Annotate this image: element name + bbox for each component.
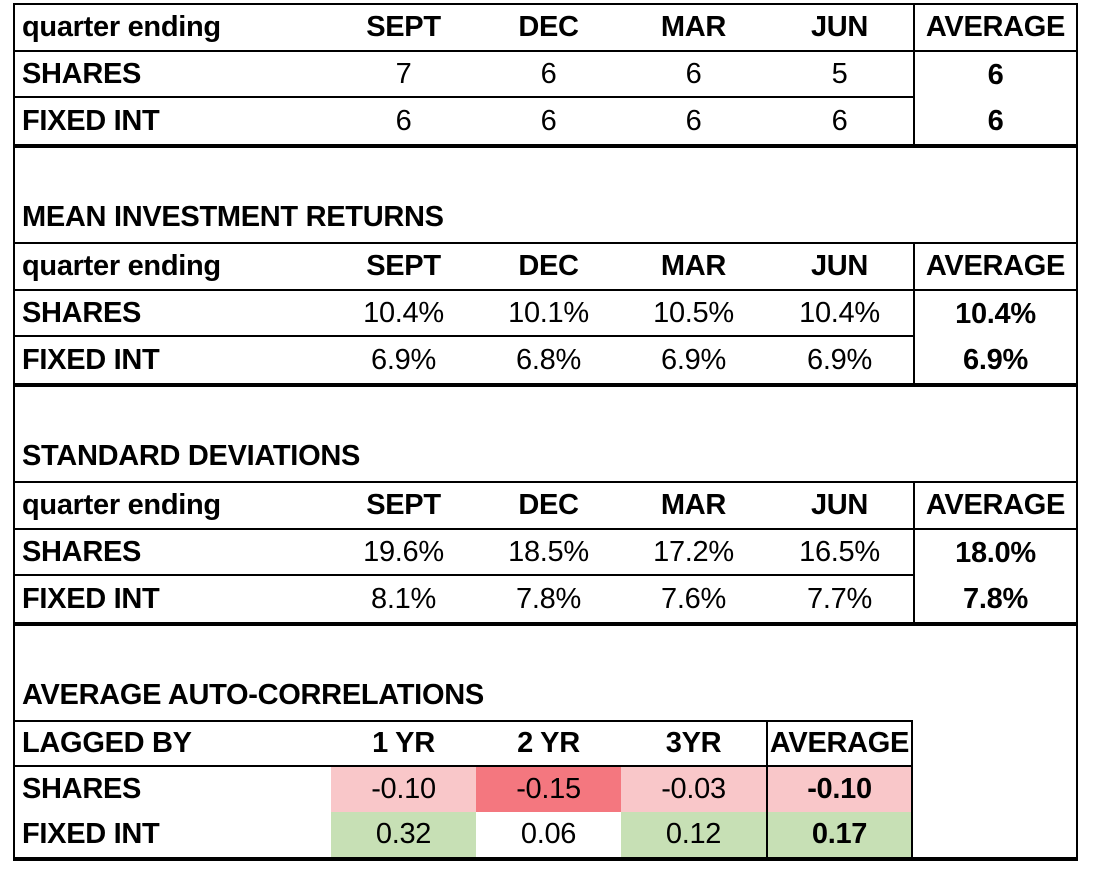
value-cell[interactable]: 6.9% xyxy=(807,343,872,376)
col-header-jun[interactable]: JUN xyxy=(766,5,913,52)
row-label-shares[interactable]: SHARES xyxy=(15,52,331,98)
worksheet-frame: quarter ending SEPT DEC MAR JUN AVERAGE … xyxy=(13,3,1078,861)
table-row-shares: SHARES 7 6 6 5 6 xyxy=(15,52,1076,98)
value-cell[interactable]: 6 xyxy=(476,52,621,98)
value-cell[interactable]: 6.9% xyxy=(371,343,436,376)
header-quarter-ending[interactable]: quarter ending xyxy=(15,244,331,291)
average-cell[interactable]: 6.9% xyxy=(913,337,1076,383)
col-header-dec[interactable]: DEC xyxy=(476,483,621,530)
spacer xyxy=(15,148,1076,189)
value-cell[interactable]: 0.32 xyxy=(331,812,476,857)
col-header-jun[interactable]: JUN xyxy=(766,244,913,291)
spacer xyxy=(15,387,1076,428)
average-cell[interactable]: 7.8% xyxy=(913,576,1076,622)
value-cell[interactable]: 18.5% xyxy=(476,530,621,576)
value-cell[interactable]: -0.03 xyxy=(621,767,766,812)
value-cell[interactable]: 7.6% xyxy=(661,582,726,615)
col-header-dec[interactable]: DEC xyxy=(476,244,621,291)
value-cell[interactable]: 0.12 xyxy=(621,812,766,857)
value-cell[interactable]: -0.15 xyxy=(476,767,621,812)
value-cell[interactable]: 6 xyxy=(685,104,702,137)
value-cell[interactable]: 8.1% xyxy=(371,582,436,615)
row-label-fixed-int[interactable]: FIXED INT xyxy=(22,818,160,850)
value-cell[interactable]: 16.5% xyxy=(766,530,913,576)
col-header-sept[interactable]: SEPT xyxy=(331,483,476,530)
table-row-fixed-int: FIXED INT 0.32 0.06 0.12 0.17 xyxy=(15,812,911,857)
row-label-fixed-int[interactable]: FIXED INT xyxy=(22,104,160,137)
table-header-row: quarter ending SEPT DEC MAR JUN AVERAGE xyxy=(15,244,1076,291)
value-cell[interactable]: -0.10 xyxy=(331,767,476,812)
value-cell[interactable]: 10.1% xyxy=(476,291,621,337)
value-cell[interactable]: 6.8% xyxy=(516,343,581,376)
section-title-auto-correlations[interactable]: AVERAGE AUTO-CORRELATIONS xyxy=(22,679,484,711)
table-row-shares: SHARES -0.10 -0.15 -0.03 -0.10 xyxy=(15,767,911,812)
value-cell[interactable]: 6 xyxy=(621,52,766,98)
average-cell[interactable]: 10.4% xyxy=(913,291,1076,337)
section-title-mean-returns[interactable]: MEAN INVESTMENT RETURNS xyxy=(15,189,1076,244)
header-quarter-ending[interactable]: quarter ending xyxy=(15,5,331,52)
table-row-fixed-int: FIXED INT 6.9% 6.8% 6.9% 6.9% 6.9% xyxy=(15,337,1076,383)
col-header-sept[interactable]: SEPT xyxy=(331,5,476,52)
value-cell[interactable]: 0.06 xyxy=(476,812,621,857)
row-label-shares[interactable]: SHARES xyxy=(15,530,331,576)
header-quarter-ending[interactable]: quarter ending xyxy=(15,483,331,530)
value-cell[interactable]: 7.7% xyxy=(807,582,872,615)
value-cell[interactable]: 7 xyxy=(331,52,476,98)
table-header-row: quarter ending SEPT DEC MAR JUN AVERAGE xyxy=(15,483,1076,530)
average-cell[interactable]: -0.10 xyxy=(766,767,911,812)
row-label-shares[interactable]: SHARES xyxy=(15,291,331,337)
value-cell[interactable]: 6 xyxy=(831,104,848,137)
col-header-mar[interactable]: MAR xyxy=(621,483,766,530)
value-cell[interactable]: 10.5% xyxy=(621,291,766,337)
value-cell[interactable]: 7.8% xyxy=(516,582,581,615)
col-header-average[interactable]: AVERAGE xyxy=(913,5,1076,52)
value-cell[interactable]: 10.4% xyxy=(766,291,913,337)
table-quarterly-counts: quarter ending SEPT DEC MAR JUN AVERAGE … xyxy=(15,5,1076,148)
table-mean-returns: quarter ending SEPT DEC MAR JUN AVERAGE … xyxy=(15,244,1076,387)
row-label-shares[interactable]: SHARES xyxy=(22,773,142,805)
header-lagged-by[interactable]: LAGGED BY xyxy=(15,722,331,767)
value-cell[interactable]: 5 xyxy=(766,52,913,98)
average-cell[interactable]: 6 xyxy=(913,98,1076,144)
average-cell[interactable]: 18.0% xyxy=(913,530,1076,576)
table-row-fixed-int: FIXED INT 8.1% 7.8% 7.6% 7.7% 7.8% xyxy=(15,576,1076,622)
col-header-sept[interactable]: SEPT xyxy=(331,244,476,291)
spacer xyxy=(15,626,1076,667)
value-cell[interactable]: 6 xyxy=(540,104,557,137)
value-cell[interactable]: 6 xyxy=(395,104,412,137)
value-cell[interactable]: 17.2% xyxy=(621,530,766,576)
col-header-dec[interactable]: DEC xyxy=(476,5,621,52)
table-row-shares: SHARES 19.6% 18.5% 17.2% 16.5% 18.0% xyxy=(15,530,1076,576)
average-cell[interactable]: 6 xyxy=(913,52,1076,98)
value-cell[interactable]: 19.6% xyxy=(331,530,476,576)
value-cell[interactable]: 10.4% xyxy=(331,291,476,337)
col-header-average[interactable]: AVERAGE xyxy=(913,244,1076,291)
col-header-1yr[interactable]: 1 YR xyxy=(331,722,476,767)
col-header-3yr[interactable]: 3YR xyxy=(621,722,766,767)
table-header-row: quarter ending SEPT DEC MAR JUN AVERAGE xyxy=(15,5,1076,52)
row-label-fixed-int[interactable]: FIXED INT xyxy=(22,343,160,376)
table-auto-correlations: LAGGED BY 1 YR 2 YR 3YR AVERAGE SHARES -… xyxy=(15,720,913,857)
col-header-mar[interactable]: MAR xyxy=(621,244,766,291)
value-cell[interactable]: 6.9% xyxy=(661,343,726,376)
col-header-average[interactable]: AVERAGE xyxy=(766,722,911,767)
col-header-2yr[interactable]: 2 YR xyxy=(476,722,621,767)
table-row-shares: SHARES 10.4% 10.1% 10.5% 10.4% 10.4% xyxy=(15,291,1076,337)
table-row-fixed-int: FIXED INT 6 6 6 6 6 xyxy=(15,98,1076,144)
row-label-fixed-int[interactable]: FIXED INT xyxy=(22,582,160,615)
average-cell[interactable]: 0.17 xyxy=(766,812,911,857)
col-header-mar[interactable]: MAR xyxy=(621,5,766,52)
table-standard-deviations: quarter ending SEPT DEC MAR JUN AVERAGE … xyxy=(15,483,1076,626)
table-header-row: LAGGED BY 1 YR 2 YR 3YR AVERAGE xyxy=(15,722,911,767)
col-header-average[interactable]: AVERAGE xyxy=(913,483,1076,530)
section-title-standard-deviations[interactable]: STANDARD DEVIATIONS xyxy=(15,428,1076,483)
col-header-jun[interactable]: JUN xyxy=(766,483,913,530)
